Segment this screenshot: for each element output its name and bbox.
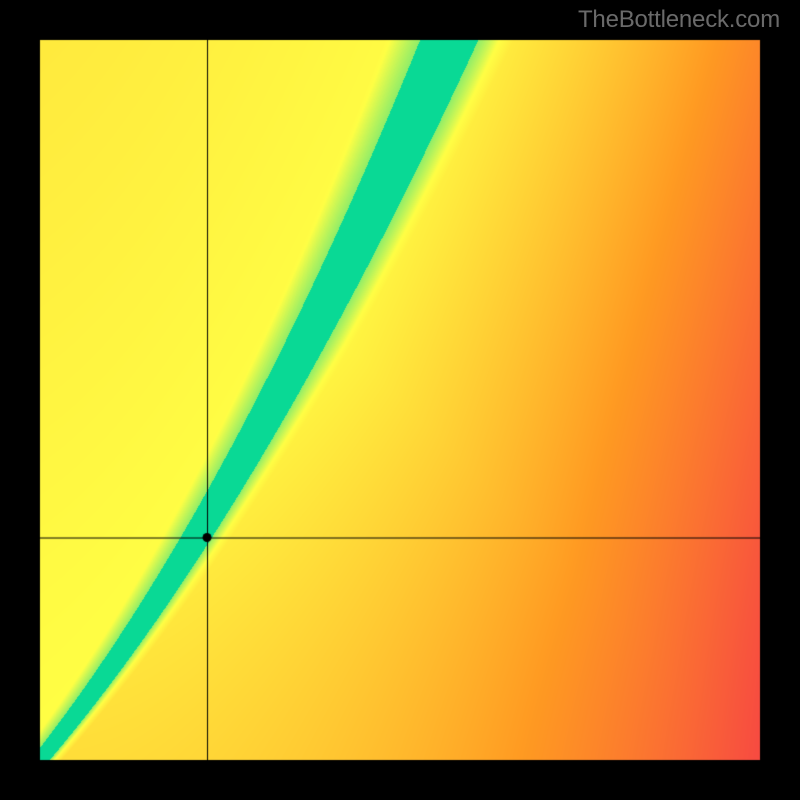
watermark-text: TheBottleneck.com bbox=[578, 6, 780, 34]
bottleneck-heatmap bbox=[0, 0, 800, 800]
